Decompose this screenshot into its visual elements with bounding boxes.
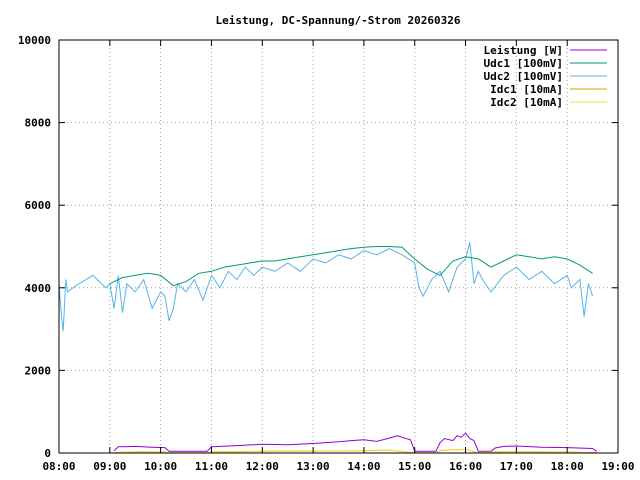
legend: Leistung [W]Udc1 [100mV]Udc2 [100mV]Idc1… [484,44,607,109]
x-tick-label: 08:00 [42,460,75,473]
y-tick-label: 0 [44,447,51,460]
x-tick-label: 18:00 [551,460,584,473]
chart-title: Leistung, DC-Spannung/-Strom 20260326 [215,14,460,27]
y-tick-label: 6000 [25,199,52,212]
x-tick-label: 15:00 [398,460,431,473]
series-group [58,242,598,454]
x-tick-label: 13:00 [297,460,330,473]
plot-frame [58,39,619,454]
x-tick-label: 09:00 [93,460,126,473]
legend-label: Leistung [W] [484,44,563,57]
y-tick-label: 2000 [25,364,52,377]
x-tick-label: 19:00 [601,460,634,473]
x-tick-label: 17:00 [500,460,533,473]
legend-label: Udc1 [100mV] [484,57,563,70]
series-line [58,242,594,332]
legend-label: Idc1 [10mA] [490,83,563,96]
x-tick-label: 12:00 [246,460,279,473]
legend-label: Udc2 [100mV] [484,70,563,83]
y-tick-label: 10000 [18,34,51,47]
grid [59,40,618,453]
y-tick-label: 8000 [25,117,52,130]
y-tick-label: 4000 [25,282,52,295]
y-axis: 0 2000 4000 6000 8000 10000 [18,34,618,460]
x-tick-label: 16:00 [449,460,482,473]
x-axis: 08:00 09:00 10:00 11:00 12:00 13:00 14:00 15:00… [42,40,635,473]
x-tick-label: 10:00 [144,460,177,473]
x-tick-label: 14:00 [347,460,380,473]
x-tick-label: 11:00 [195,460,228,473]
series-line [113,432,598,452]
legend-label: Idc2 [10mA] [490,96,563,109]
series-line [109,246,593,287]
